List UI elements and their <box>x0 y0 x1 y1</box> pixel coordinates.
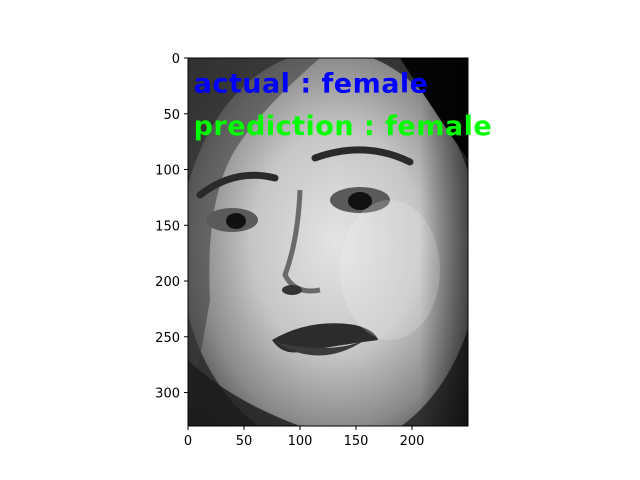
x-tick-label: 200 <box>400 434 425 449</box>
x-tick-label: 0 <box>184 434 192 449</box>
y-axis: 0 50 100 150 200 250 300 <box>155 52 188 402</box>
y-tick-label: 0 <box>172 52 180 67</box>
x-tick-label: 150 <box>344 434 369 449</box>
y-tick-label: 50 <box>163 108 180 123</box>
y-tick-label: 100 <box>155 164 180 179</box>
x-axis: 0 50 100 150 200 <box>184 426 425 449</box>
actual-label: actual : female <box>194 69 429 100</box>
y-tick-label: 250 <box>155 331 180 346</box>
x-tick-label: 50 <box>236 434 253 449</box>
face-image <box>188 58 468 426</box>
y-tick-label: 300 <box>155 387 180 402</box>
x-tick-label: 100 <box>288 434 313 449</box>
axes-frame <box>187 57 469 427</box>
y-tick-label: 150 <box>155 219 180 234</box>
prediction-label: prediction : female <box>194 111 493 142</box>
y-tick-label: 200 <box>155 275 180 290</box>
